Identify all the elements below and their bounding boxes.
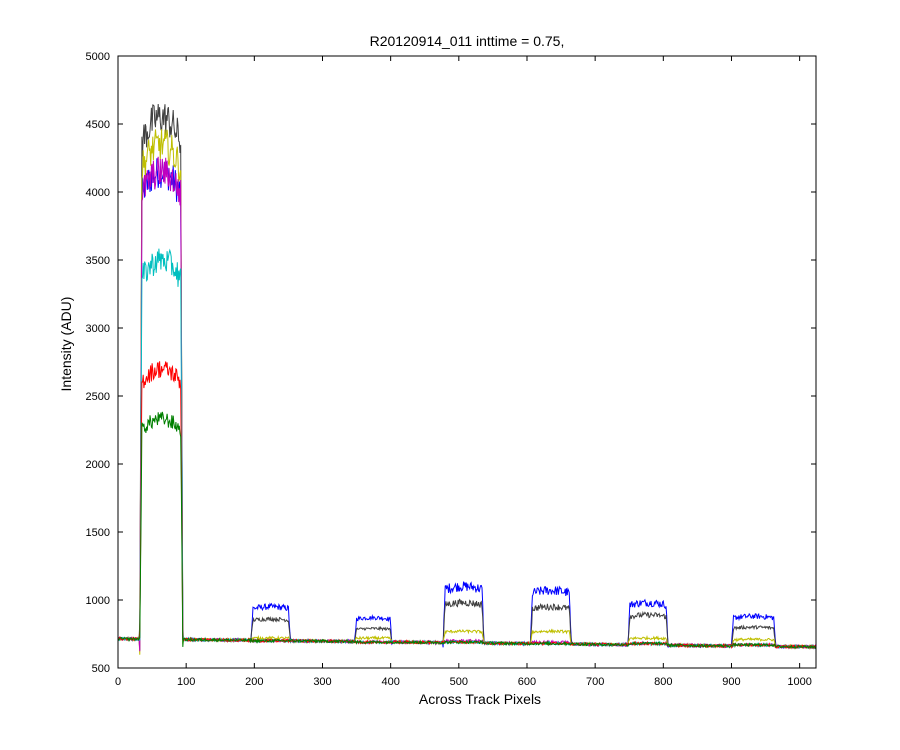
y-axis-label: Intensity (ADU) [58, 297, 74, 392]
axes-box [117, 55, 817, 669]
x-axis: 0 100 200 300 400 500 600 700 800 900 1000 [115, 56, 812, 688]
y-tick-label: 2000 [86, 459, 110, 471]
x-tick-label: 200 [245, 676, 263, 688]
plot-area [118, 56, 816, 668]
x-tick-label: 1000 [787, 676, 811, 688]
series-layer [117, 103, 817, 655]
y-axis: 500 1000 1500 2000 2500 3000 3500 4000 4500 5000 [86, 51, 816, 675]
x-axis-label: Across Track Pixels [419, 691, 541, 707]
x-tick-label: 800 [654, 676, 672, 688]
x-tick-label: 400 [381, 676, 399, 688]
x-tick-label: 900 [722, 676, 740, 688]
chart-title: R20120914_011 inttime = 0.75, [370, 33, 565, 49]
x-tick-label: 600 [518, 676, 536, 688]
y-tick-label: 1000 [86, 595, 110, 607]
x-tick-label: 300 [313, 676, 331, 688]
y-tick-label: 5000 [86, 51, 110, 63]
y-tick-label: 3500 [86, 255, 110, 267]
y-tick-label: 3000 [86, 323, 110, 335]
y-tick-label: 4000 [86, 187, 110, 199]
y-tick-label: 2500 [86, 391, 110, 403]
y-tick-label: 500 [92, 663, 110, 675]
y-tick-label: 1500 [86, 527, 110, 539]
x-tick-label: 0 [115, 676, 121, 688]
x-tick-label: 100 [177, 676, 195, 688]
y-tick-label: 4500 [86, 119, 110, 131]
x-tick-label: 700 [586, 676, 604, 688]
series-line-6 [117, 411, 817, 650]
x-tick-label: 500 [450, 676, 468, 688]
